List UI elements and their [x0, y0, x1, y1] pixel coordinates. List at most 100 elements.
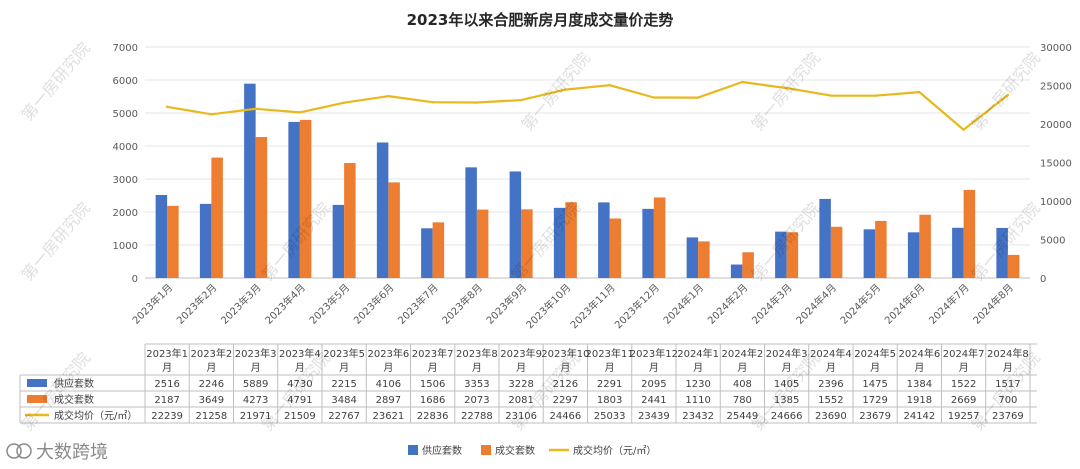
bar-sales: [211, 157, 223, 278]
table-cell: 700: [998, 395, 1017, 406]
table-cell: 1475: [862, 379, 887, 390]
line-avg-price: [166, 80, 1009, 131]
table-header: 2024年5: [854, 347, 896, 360]
logo-icon-ring: [16, 443, 32, 459]
table-cell: 23679: [859, 411, 891, 422]
table-legend-key: [27, 379, 47, 387]
table-cell: 24142: [903, 411, 935, 422]
table-cell: 1552: [818, 395, 843, 406]
line-point: [342, 101, 346, 104]
table-cell: 4106: [376, 379, 401, 390]
table-cell: 1405: [774, 379, 799, 390]
bar-supply: [421, 228, 433, 278]
table-cell: 2215: [331, 379, 356, 390]
bar-supply: [907, 232, 920, 278]
table-header: 2023年12: [630, 347, 678, 360]
table-cell: 1110: [685, 395, 710, 406]
bar-sales: [875, 220, 887, 278]
line-point: [210, 113, 213, 116]
bar-sales: [830, 226, 843, 278]
table-cell: 1729: [862, 395, 887, 406]
line-point: [387, 94, 390, 98]
bar-supply: [819, 198, 831, 278]
legend-key: [408, 445, 418, 455]
table-cell: 2073: [464, 395, 489, 406]
line-point: [741, 80, 744, 84]
table-cell: 1384: [907, 379, 932, 390]
table-header: 2023年6: [367, 347, 409, 360]
line-point: [918, 90, 921, 94]
bar-supply: [376, 142, 389, 278]
table-cell: 22788: [461, 411, 493, 422]
table-header: 月: [295, 362, 305, 374]
line-point: [962, 128, 965, 131]
table-cell: 22239: [151, 411, 183, 422]
table-cell: 1230: [685, 379, 710, 390]
y-left-tick-label: 5000: [113, 109, 138, 120]
table-header: 2024年8: [987, 347, 1029, 360]
line-point: [254, 107, 257, 111]
line-point: [652, 96, 656, 99]
table-header: 2024年4: [810, 347, 852, 360]
y-right-tick-label: 15000: [1040, 159, 1072, 170]
bar-supply: [952, 227, 964, 278]
table-cell: 1918: [907, 395, 932, 406]
bar-supply: [244, 83, 256, 279]
y-right-tick-label: 0: [1040, 274, 1046, 285]
table-cell: 4730: [287, 379, 312, 390]
bar-supply: [465, 167, 477, 278]
table-cell: 23106: [505, 411, 537, 422]
table-cell: 2187: [154, 395, 179, 406]
bar-sales: [167, 205, 179, 278]
y-left-tick-label: 2000: [113, 208, 138, 219]
table-cell: 4791: [287, 395, 312, 406]
table-header: 月: [251, 362, 261, 374]
line-point: [785, 86, 788, 90]
table-cell: 2396: [818, 379, 843, 390]
table-header: 月: [782, 362, 792, 374]
table-cell: 2441: [641, 395, 666, 406]
legend-label: 供应套数: [422, 444, 462, 457]
table-header: 2024年1: [677, 347, 719, 360]
y-left-tick-label: 4000: [113, 142, 138, 153]
table-header: 月: [516, 362, 526, 374]
logo-text: 大数跨境: [36, 442, 108, 463]
table-header: 2023年8: [456, 347, 498, 360]
table-header: 2024年7: [943, 347, 985, 360]
bar-sales: [786, 232, 799, 278]
legend-key: [481, 445, 491, 455]
table-cell: 23439: [638, 411, 670, 422]
bar-supply: [863, 229, 876, 278]
bar-supply: [730, 264, 743, 278]
table-header: 月: [959, 362, 969, 374]
bar-sales: [476, 209, 489, 278]
table-cell: 2246: [199, 379, 224, 390]
table-cell: 2297: [553, 395, 578, 406]
table-header: 月: [870, 362, 880, 374]
line-point: [873, 94, 877, 97]
table-cell: 23621: [372, 411, 404, 422]
brand-logo: 大数跨境: [6, 442, 108, 463]
y-left-tick-label: 1000: [113, 241, 138, 252]
table-cell: 23769: [992, 411, 1024, 422]
y-left-tick-label: 3000: [113, 175, 138, 186]
bar-supply: [775, 231, 787, 278]
table-cell: 21509: [284, 411, 316, 422]
table-cell: 1522: [951, 379, 976, 390]
table-header: 月: [206, 362, 216, 374]
table-header: 2024年6: [898, 347, 940, 360]
table-cell: 19257: [948, 411, 980, 422]
table-cell: 2897: [376, 395, 401, 406]
table-cell: 3228: [508, 379, 533, 390]
y-right-tick-label: 25000: [1040, 82, 1072, 93]
bar-sales: [742, 252, 754, 278]
bar-sales: [963, 189, 976, 278]
table-row-label: 成交均价（元/㎡）: [54, 409, 137, 422]
logo-icon: [6, 443, 22, 459]
table-cell: 1686: [420, 395, 445, 406]
y-left-tick-label: 6000: [113, 76, 138, 87]
bar-sales: [609, 218, 622, 278]
line-point: [564, 88, 567, 91]
table-header: 2023年5: [323, 347, 365, 360]
